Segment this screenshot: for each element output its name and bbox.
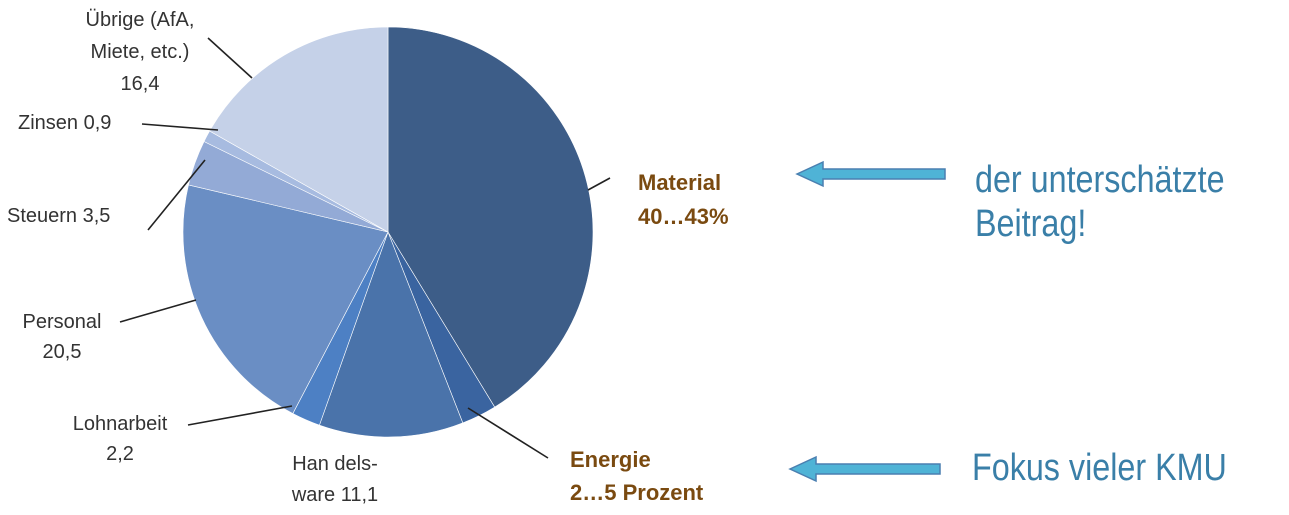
slice-label-zinsen: Zinsen 0,9 bbox=[18, 112, 111, 134]
pie-slice-material bbox=[387, 26, 594, 408]
slice-label-line: 20,5 bbox=[43, 341, 82, 363]
leader-line-uebrige bbox=[207, 37, 253, 79]
pie-slice-handelsware bbox=[319, 231, 464, 438]
leader-line-zinsen bbox=[141, 123, 219, 131]
note-material-line-2: Beitrag! bbox=[975, 203, 1087, 245]
slice-label-line: 40…43% bbox=[638, 204, 729, 229]
slice-label-line: Personal bbox=[23, 311, 102, 333]
slice-label-line: Zinsen 0,9 bbox=[18, 112, 111, 134]
energie-callout-line: 2…5 Prozent bbox=[570, 480, 704, 505]
note-energy: Fokus vieler KMU bbox=[972, 446, 1227, 490]
slice-label-personal: Personal 20,5 bbox=[23, 311, 102, 363]
slice-label-line: Miete, etc.) bbox=[91, 41, 190, 63]
slice-label-material: Material 40…43% bbox=[638, 170, 729, 229]
slice-label-line: Material bbox=[638, 170, 721, 195]
note-energy-text: Fokus vieler KMU bbox=[972, 447, 1227, 489]
pie-slice-uebrige bbox=[209, 26, 389, 233]
leader-line-material bbox=[587, 177, 611, 191]
leader-line-personal bbox=[119, 299, 197, 323]
slice-label-line: Übrige (AfA, bbox=[86, 9, 195, 31]
slice-label-line: Han dels- bbox=[292, 453, 378, 475]
slice-label-line: Lohnarbeit bbox=[73, 413, 168, 435]
note-material-line-1: der unterschätzte bbox=[975, 159, 1225, 201]
slice-label-line: 2,2 bbox=[106, 443, 134, 465]
energie-callout-label: Energie 2…5 Prozent bbox=[570, 447, 704, 505]
slice-label-line: ware 11,1 bbox=[291, 484, 378, 506]
energie-callout-line: Energie bbox=[570, 447, 651, 472]
slice-label-handelsware: Han dels-ware 11,1 bbox=[291, 453, 378, 506]
arrow-energy bbox=[788, 455, 941, 483]
slice-label-steuern: Steuern 3,5 bbox=[7, 205, 110, 227]
slice-label-lohnarbeit: Lohnarbeit 2,2 bbox=[73, 413, 168, 465]
leader-line-energie-callout bbox=[467, 407, 549, 459]
slice-label-line: 16,4 bbox=[121, 73, 160, 95]
slice-label-line: Steuern 3,5 bbox=[7, 205, 110, 227]
arrow-material bbox=[795, 160, 946, 188]
leader-line-steuern bbox=[147, 159, 206, 231]
note-material: der unterschätzte Beitrag! bbox=[975, 158, 1225, 246]
leader-line-lohnarbeit bbox=[187, 405, 293, 426]
slice-label-uebrige: Übrige (AfA, Miete, etc.) 16,4 bbox=[86, 9, 195, 95]
pie-slice-personal bbox=[182, 184, 389, 414]
